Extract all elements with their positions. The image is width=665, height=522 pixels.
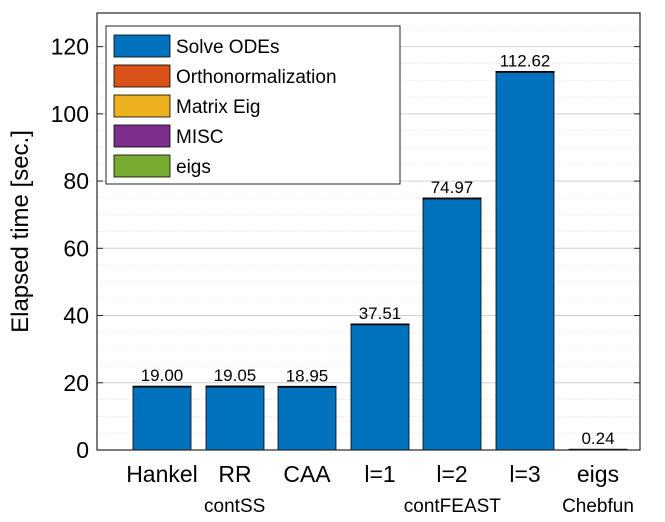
legend-swatch	[113, 94, 171, 118]
data-label: 0.24	[581, 429, 614, 448]
bars	[132, 71, 628, 451]
bar-segment-misc	[277, 385, 337, 388]
axes-frame	[96, 12, 641, 451]
y-tick-label: 80	[63, 168, 89, 194]
y-tick-label: 20	[63, 370, 89, 396]
bar-segment-misc	[422, 197, 482, 199]
group-label: contSS	[204, 496, 265, 517]
legend-label: Orthonormalization	[176, 67, 337, 88]
x-tick-label: Hankel	[126, 461, 198, 487]
y-tick-label: 120	[51, 34, 89, 60]
bar-segment-solve-odes	[422, 198, 482, 451]
y-tick-label: 0	[76, 437, 89, 463]
group-label: Chebfun	[562, 496, 634, 517]
legend-label: MISC	[176, 127, 224, 148]
group-label: contFEAST	[404, 496, 502, 517]
data-label: 19.00	[141, 366, 184, 385]
legend: Solve ODEs Orthonormalization Matrix Eig MI…	[105, 25, 401, 185]
data-label: 18.95	[286, 366, 329, 385]
x-tick-label: CAA	[283, 461, 331, 487]
legend-label: Solve ODEs	[176, 37, 279, 58]
y-tick-label: 100	[51, 101, 89, 127]
bar-segment-misc	[132, 385, 192, 388]
data-label: 37.51	[359, 304, 402, 323]
bar-segment-misc	[350, 323, 410, 325]
y-axis-ticks: 0 20 40 60 80 100 120	[51, 34, 640, 463]
bar-segment-misc	[495, 71, 555, 73]
legend-swatch	[113, 124, 171, 148]
bar-segment-solve-odes	[132, 386, 192, 451]
y-tick-label: 40	[63, 303, 89, 329]
data-label: 112.62	[500, 51, 551, 70]
y-axis-label: Elapsed time [sec.]	[7, 130, 34, 333]
x-tick-label: RR	[218, 461, 251, 487]
data-labels: 19.00 19.05 18.95 37.51 74.97 112.62 0.24	[141, 51, 615, 448]
legend-label: eigs	[176, 157, 211, 178]
bar-segment-solve-odes	[277, 386, 337, 451]
legend-swatch	[113, 154, 171, 178]
bar-segment-solve-odes	[495, 71, 555, 451]
x-tick-label: l=3	[509, 461, 540, 487]
legend-swatch	[113, 64, 171, 88]
bar-segment-solve-odes	[350, 324, 410, 451]
legend-label: Matrix Eig	[176, 97, 260, 118]
data-label: 19.05	[214, 366, 257, 385]
data-label: 74.97	[431, 178, 474, 197]
y-tick-label: 60	[63, 235, 89, 261]
legend-swatch	[113, 34, 171, 58]
bar-segment-misc	[205, 385, 265, 387]
bar-segment-solve-odes	[205, 386, 265, 451]
x-axis-ticks: Hankel RR CAA l=1 l=2 l=3 eigs contSS contFEAST C…	[126, 461, 634, 517]
x-tick-label: l=2	[436, 461, 467, 487]
x-tick-label: l=1	[364, 461, 395, 487]
x-tick-label: eigs	[577, 461, 619, 487]
